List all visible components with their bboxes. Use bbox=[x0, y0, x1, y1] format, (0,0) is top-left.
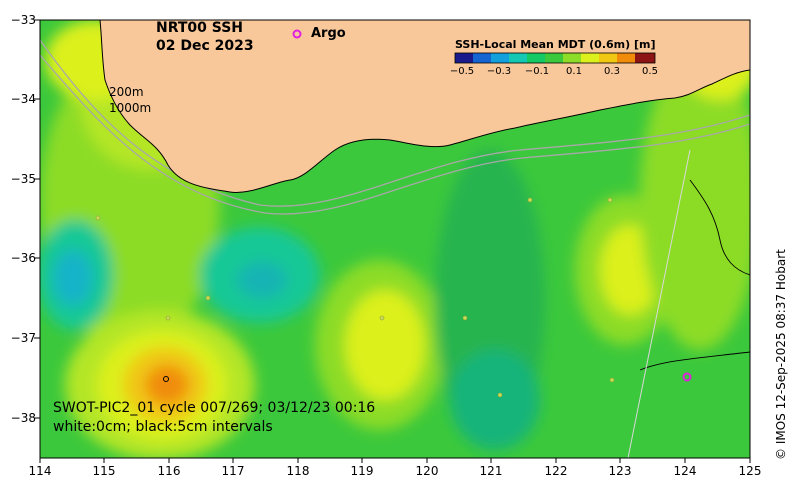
x-tick-label: 114 bbox=[28, 464, 52, 478]
colorbar-tick: 0.3 bbox=[604, 66, 620, 77]
contour-interval-note: white:0cm; black:5cm intervals bbox=[53, 419, 273, 435]
colorbar-tick: −0.5 bbox=[449, 66, 475, 77]
x-tick-label: 122 bbox=[544, 464, 568, 478]
copyright-credit: © IMOS 12-Sep-2025 08:37 Hobart bbox=[774, 249, 788, 460]
y-tick-label: −38 bbox=[10, 411, 36, 425]
colorbar bbox=[454, 52, 656, 64]
contour-200m bbox=[40, 39, 750, 207]
x-tick-label: 121 bbox=[479, 464, 503, 478]
x-tick-label: 123 bbox=[608, 464, 632, 478]
argo-float-marker bbox=[682, 372, 692, 382]
x-tick-label: 125 bbox=[738, 464, 762, 478]
y-tick-label: −35 bbox=[10, 172, 36, 186]
y-tick-label: −33 bbox=[10, 13, 36, 27]
x-tick-label: 115 bbox=[92, 464, 116, 478]
contour-black-1 bbox=[689, 179, 750, 276]
x-tick-label: 117 bbox=[221, 464, 245, 478]
swot-pass-info: SWOT-PIC2_01 cycle 007/269; 03/12/23 00:… bbox=[53, 400, 376, 416]
contour-black-2 bbox=[639, 351, 750, 371]
contour-label-1000m: 1000m bbox=[109, 101, 152, 115]
x-tick-label: 124 bbox=[673, 464, 697, 478]
y-tick-label: −36 bbox=[10, 251, 36, 265]
map-date: 02 Dec 2023 bbox=[156, 38, 254, 54]
colorbar-tick: −0.1 bbox=[524, 66, 550, 77]
y-tick-label: −34 bbox=[10, 92, 36, 106]
argo-legend-marker bbox=[292, 29, 302, 39]
map-title: NRT00 SSH bbox=[156, 20, 244, 36]
x-tick-label: 120 bbox=[415, 464, 439, 478]
x-tick-label: 119 bbox=[350, 464, 374, 478]
contour-label-200m: 200m bbox=[109, 85, 144, 99]
colorbar-tick: 0.1 bbox=[566, 66, 582, 77]
x-tick-label: 118 bbox=[286, 464, 310, 478]
swot-swath-edge bbox=[627, 149, 691, 458]
colorbar-tick: −0.3 bbox=[486, 66, 512, 77]
contour-1000m bbox=[40, 54, 750, 215]
argo-legend-label: Argo bbox=[311, 26, 346, 41]
colorbar-tick: 0.5 bbox=[642, 66, 658, 77]
x-tick-label: 116 bbox=[157, 464, 181, 478]
colorbar-title: SSH-Local Mean MDT (0.6m) [m] bbox=[455, 38, 656, 51]
y-tick-label: −37 bbox=[10, 331, 36, 345]
argo-float-marker bbox=[163, 376, 169, 382]
